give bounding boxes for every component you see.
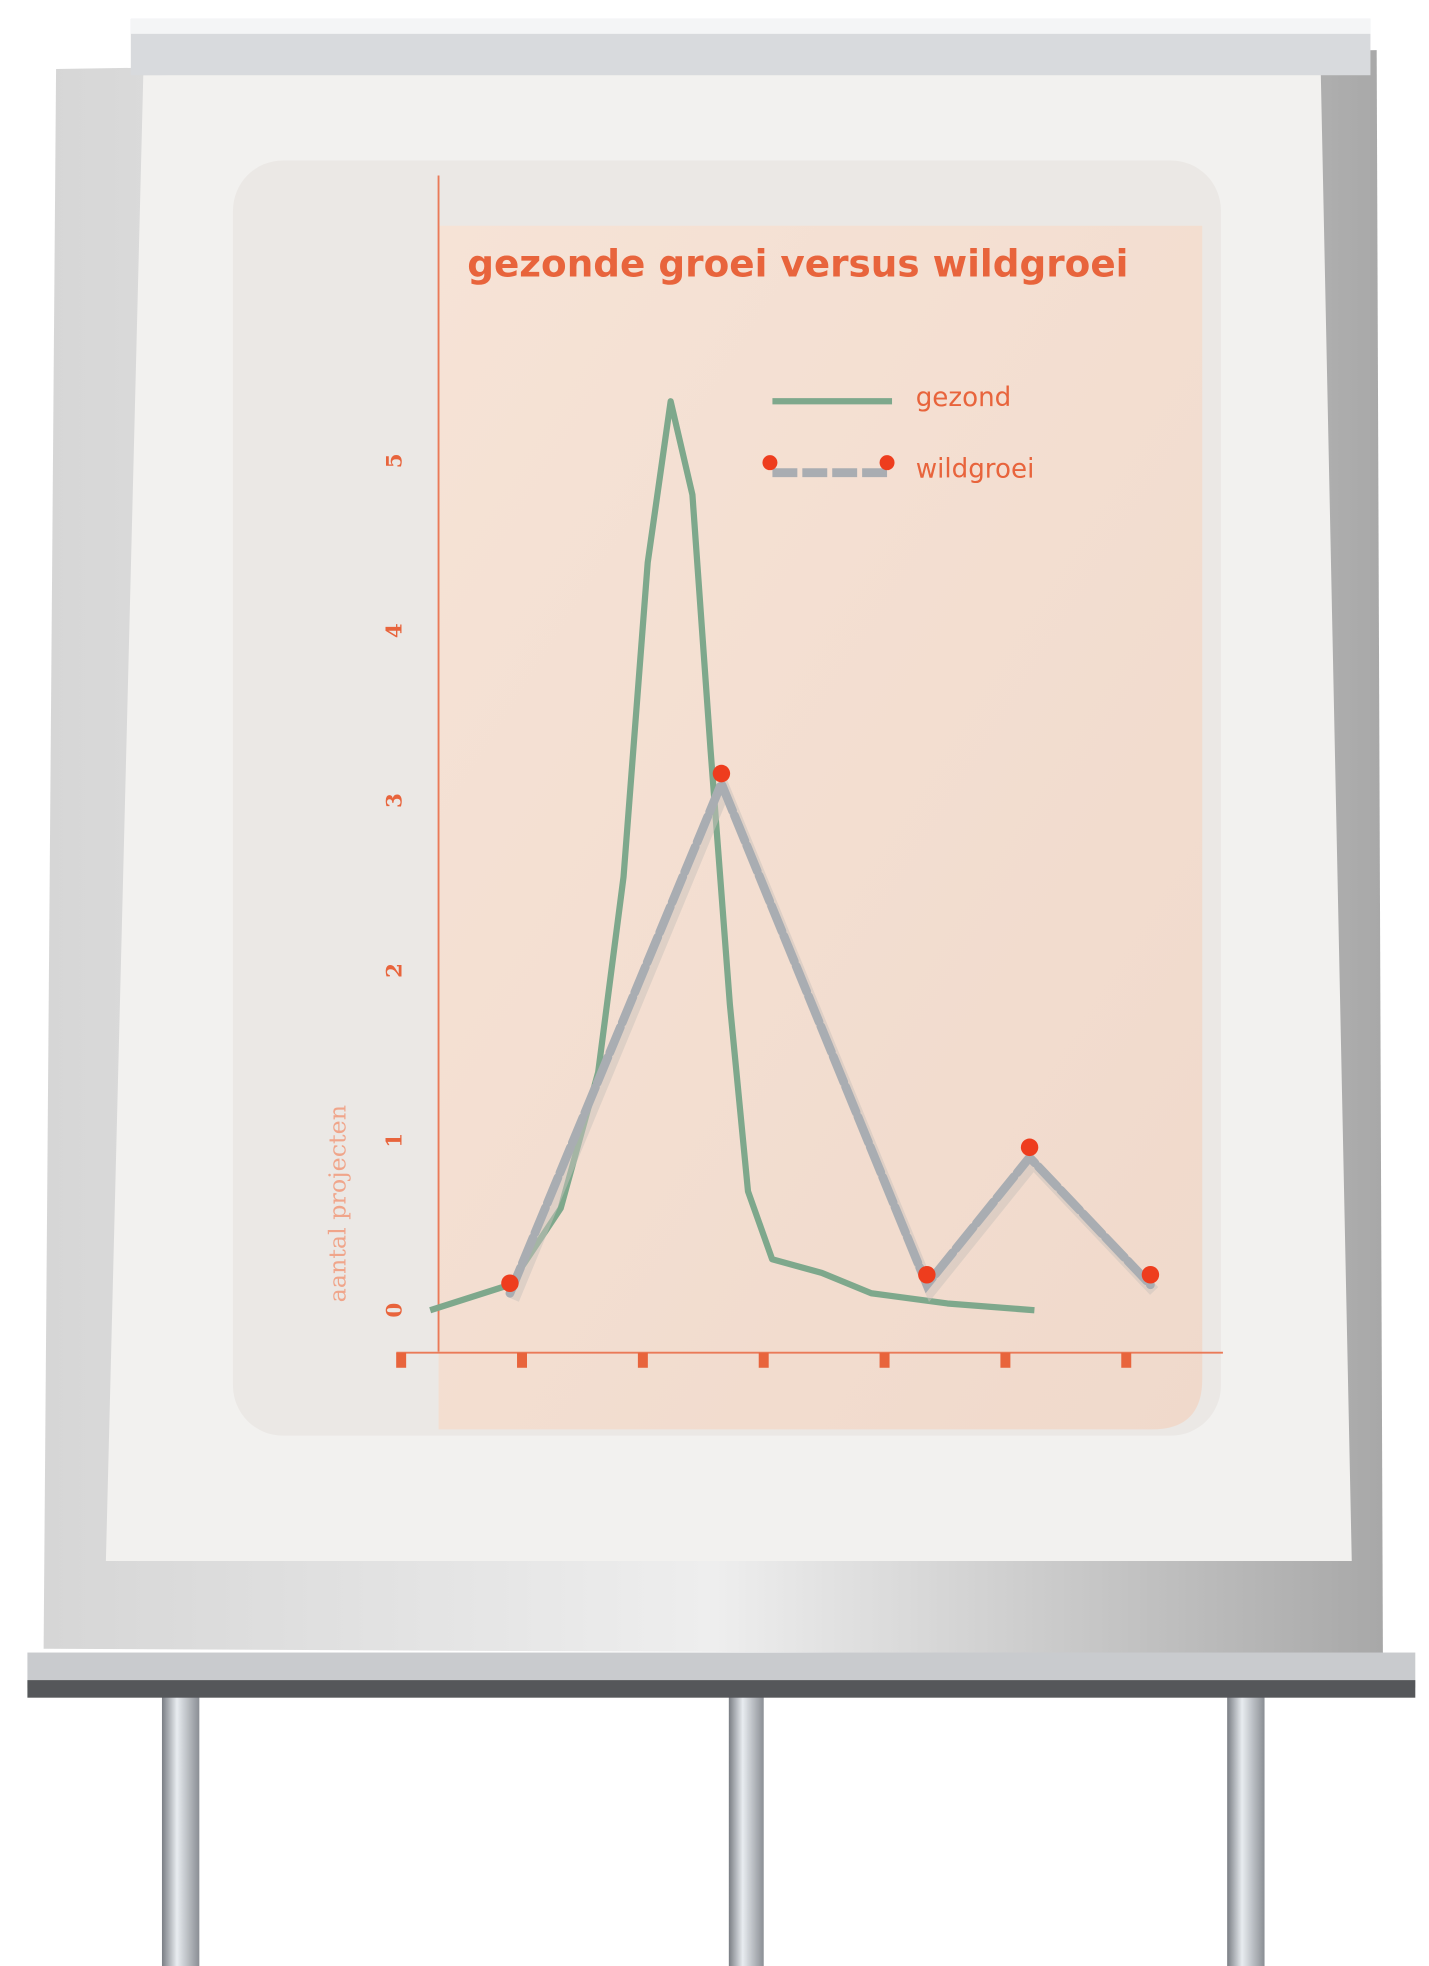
easel — [27, 19, 1415, 1966]
x-tick — [1000, 1353, 1010, 1368]
legend-pin — [880, 455, 895, 470]
y-axis-label: aantal projecten — [323, 1105, 351, 1302]
y-tick-label: 2 — [383, 963, 408, 978]
x-tick — [517, 1353, 527, 1368]
x-tick — [396, 1353, 406, 1368]
x-tick — [638, 1353, 648, 1368]
pin — [501, 1274, 518, 1292]
pin — [1021, 1139, 1038, 1157]
pin — [918, 1266, 935, 1284]
page: {"chart_data":{"type":"line","title":"ge… — [0, 0, 1429, 1966]
y-tick-label: 3 — [383, 793, 408, 808]
chart-title: gezonde groei versus wildgroei — [467, 241, 1128, 285]
y-tick-label: 1 — [383, 1133, 408, 1148]
x-tick — [880, 1353, 890, 1368]
easel-chart: gezonde groei versus wildgroei aantal pr… — [0, 0, 1429, 1966]
y-tick-label: 4 — [383, 623, 408, 638]
pin — [713, 765, 730, 783]
legend-pin — [762, 455, 777, 470]
y-tick-label: 5 — [383, 453, 408, 468]
pin — [1142, 1266, 1159, 1284]
legend-label: wildgroei — [916, 455, 1035, 485]
x-tick — [1121, 1353, 1131, 1368]
legend-label: gezond — [916, 383, 1012, 413]
x-tick — [759, 1353, 769, 1368]
y-tick-label: 0 — [383, 1303, 408, 1318]
